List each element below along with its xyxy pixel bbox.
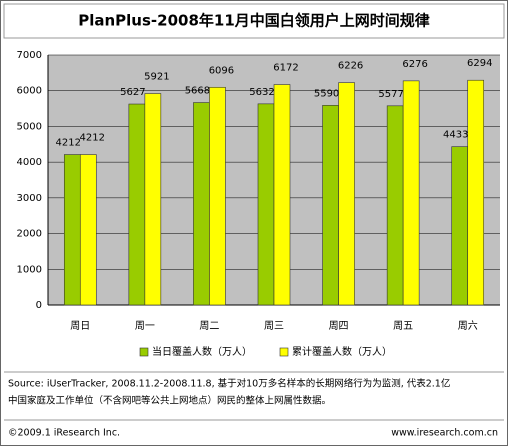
data-label: 6226 bbox=[338, 61, 363, 72]
x-tick-label: 周六 bbox=[458, 320, 478, 332]
bar bbox=[257, 103, 275, 306]
x-tick-label: 周四 bbox=[329, 320, 349, 332]
legend-label: 累计覆盖人数（万人） bbox=[292, 345, 392, 358]
bar bbox=[79, 154, 97, 306]
bar bbox=[402, 80, 420, 306]
legend-swatch bbox=[139, 347, 149, 357]
bar bbox=[386, 105, 404, 306]
y-tick-label: 3000 bbox=[17, 193, 42, 204]
data-label: 6294 bbox=[467, 58, 492, 69]
bar bbox=[193, 102, 210, 306]
bar bbox=[273, 84, 291, 306]
legend-label: 当日覆盖人数（万人） bbox=[152, 345, 252, 358]
data-label: 5627 bbox=[120, 87, 145, 98]
bar bbox=[63, 154, 81, 306]
data-label: 5577 bbox=[378, 89, 403, 100]
x-tick-label: 周五 bbox=[393, 320, 413, 332]
y-tick-label: 2000 bbox=[17, 229, 42, 240]
data-label: 6172 bbox=[273, 63, 298, 74]
data-label: 5921 bbox=[144, 72, 169, 83]
y-tick-label: 5000 bbox=[17, 121, 42, 132]
chart-title: PlanPlus-2008年11月中国白领用户上网时间规律 bbox=[78, 12, 430, 30]
bar bbox=[144, 93, 162, 306]
y-tick-label: 4000 bbox=[17, 157, 42, 168]
title-box bbox=[3, 3, 505, 39]
x-tick-label: 周三 bbox=[264, 320, 284, 332]
source-text: 中国家庭及工作单位（不含网吧等公共上网地点）网民的整体上网属性数据。 bbox=[8, 395, 331, 407]
data-label: 4212 bbox=[56, 138, 81, 149]
data-label: 5632 bbox=[249, 87, 274, 98]
data-label: 6096 bbox=[209, 65, 234, 76]
bar bbox=[467, 79, 485, 306]
y-tick-label: 7000 bbox=[17, 50, 42, 61]
bar bbox=[209, 86, 226, 306]
footer-left: ©2009.1 iResearch Inc. bbox=[8, 428, 120, 439]
data-label: 4433 bbox=[443, 130, 468, 141]
x-tick-label: 周二 bbox=[199, 320, 219, 332]
y-tick-label: 0 bbox=[36, 300, 42, 311]
data-label: 5590 bbox=[314, 88, 339, 99]
bar bbox=[338, 82, 355, 306]
footer-right: www.iresearch.com.cn bbox=[391, 428, 498, 439]
bar bbox=[322, 105, 339, 306]
legend-swatch bbox=[279, 347, 289, 357]
y-tick-label: 1000 bbox=[17, 264, 42, 275]
bar bbox=[451, 146, 469, 306]
x-tick-label: 周日 bbox=[70, 320, 90, 332]
bar bbox=[128, 103, 146, 306]
y-tick-label: 6000 bbox=[17, 86, 42, 97]
data-label: 6276 bbox=[402, 59, 427, 70]
x-tick-label: 周一 bbox=[135, 320, 155, 332]
data-label: 4212 bbox=[80, 133, 105, 144]
source-text: Source: iUserTracker, 2008.11.2-2008.11.… bbox=[8, 378, 450, 390]
data-label: 5668 bbox=[185, 86, 210, 97]
